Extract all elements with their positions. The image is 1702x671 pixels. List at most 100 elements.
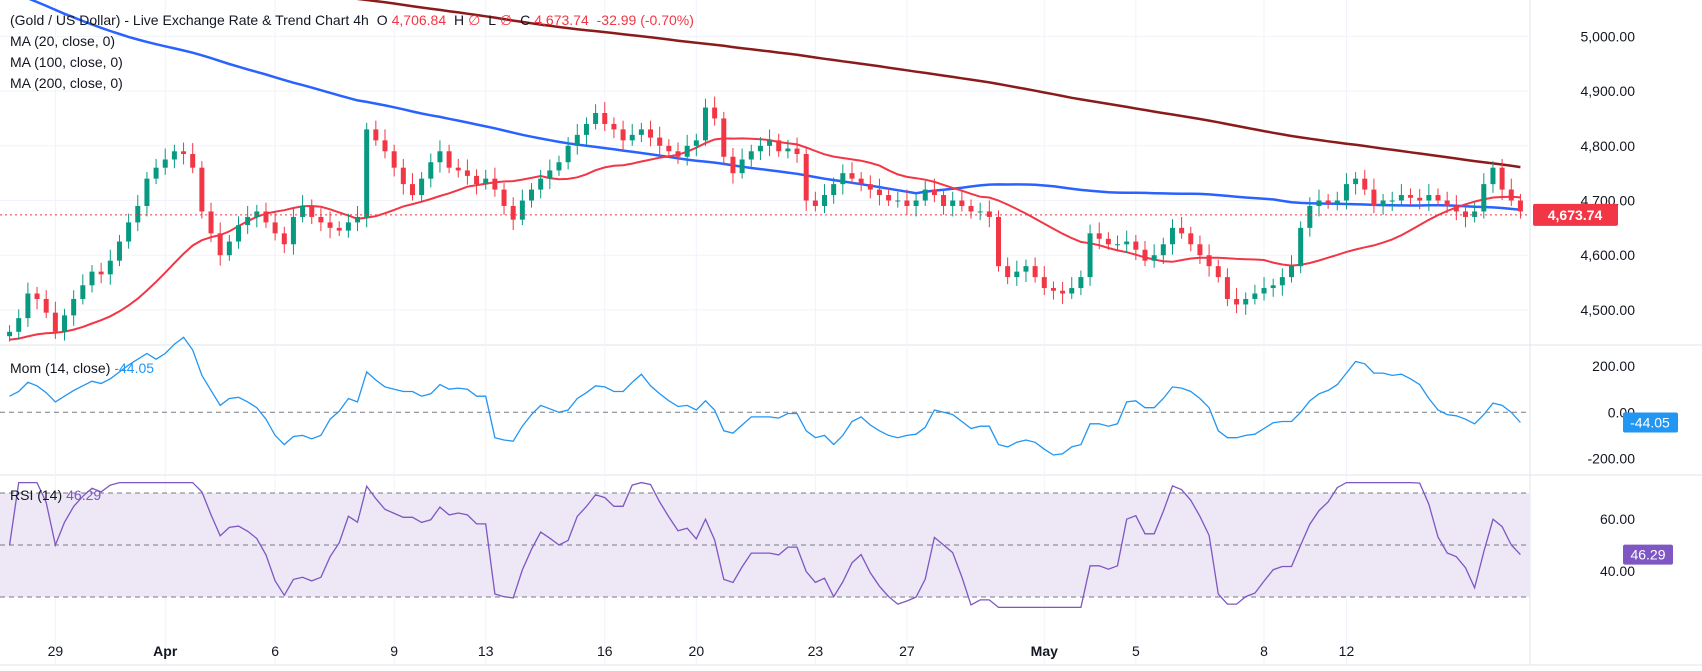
candle-body[interactable] (98, 271, 104, 275)
candle-body[interactable] (1160, 244, 1166, 256)
candle-body[interactable] (1408, 195, 1414, 198)
last-price-tag[interactable] (1533, 203, 1618, 226)
candle-body[interactable] (373, 129, 379, 141)
candle-body[interactable] (483, 178, 489, 185)
candle-body[interactable] (629, 134, 635, 141)
candle-body[interactable] (116, 241, 122, 261)
candle-body[interactable] (1005, 266, 1011, 278)
candle-body[interactable] (1472, 211, 1478, 217)
candle-body[interactable] (1105, 238, 1111, 245)
candle-body[interactable] (1041, 277, 1047, 289)
candle-body[interactable] (913, 200, 919, 206)
candle-body[interactable] (876, 189, 882, 196)
momentum-panel[interactable] (0, 336, 1530, 456)
candle-body[interactable] (1417, 197, 1423, 201)
candle-body[interactable] (867, 184, 873, 190)
candle-body[interactable] (1389, 200, 1395, 202)
candle-body[interactable] (1481, 184, 1487, 212)
candle-body[interactable] (199, 167, 205, 212)
candle-body[interactable] (922, 189, 928, 201)
candle-body[interactable] (831, 184, 837, 196)
candle-body[interactable] (1325, 200, 1331, 204)
candle-body[interactable] (226, 241, 232, 256)
candle-body[interactable] (886, 195, 892, 201)
candle-body[interactable] (602, 112, 608, 124)
rsi-value-tag[interactable] (1623, 544, 1673, 565)
price-panel[interactable] (0, 0, 1530, 342)
candle-body[interactable] (281, 233, 287, 245)
candle-body[interactable] (593, 112, 599, 124)
candle-body[interactable] (80, 285, 86, 299)
candle-body[interactable] (529, 189, 535, 201)
candle-body[interactable] (895, 200, 901, 202)
candle-body[interactable] (501, 189, 507, 206)
candle-body[interactable] (1462, 211, 1468, 217)
candle-body[interactable] (1343, 184, 1349, 201)
candle-body[interactable] (62, 315, 68, 332)
candle-body[interactable] (1179, 227, 1185, 234)
candle-body[interactable] (995, 216, 1001, 267)
candle-body[interactable] (1188, 233, 1194, 245)
candle-body[interactable] (1252, 293, 1258, 299)
ma200-line[interactable] (10, 0, 1521, 169)
candle-body[interactable] (794, 148, 800, 155)
candle-body[interactable] (1289, 266, 1295, 278)
candle-body[interactable] (1087, 233, 1093, 278)
candle-body[interactable] (1261, 288, 1267, 294)
candle-body[interactable] (1069, 288, 1075, 294)
candle-body[interactable] (574, 134, 580, 146)
mom-line[interactable] (9, 336, 1521, 456)
candle-body[interactable] (1234, 298, 1240, 305)
candle-body[interactable] (556, 162, 562, 171)
candle-body[interactable] (767, 140, 773, 146)
candle-body[interactable] (254, 211, 260, 217)
candle-body[interactable] (684, 145, 690, 157)
candle-body[interactable] (1380, 200, 1386, 206)
candle-body[interactable] (1050, 288, 1056, 291)
candle-body[interactable] (446, 151, 452, 168)
candle-body[interactable] (712, 107, 718, 119)
candle-body[interactable] (620, 129, 626, 141)
mom-legend[interactable]: Mom (14, close) -44.05 (10, 360, 158, 376)
candle-body[interactable] (1353, 178, 1359, 185)
candle-body[interactable] (1197, 244, 1203, 256)
candle-body[interactable] (16, 318, 22, 332)
candle-body[interactable] (510, 205, 516, 220)
candle-body[interactable] (327, 222, 333, 228)
candle-body[interactable] (89, 271, 95, 286)
candle-body[interactable] (409, 184, 415, 196)
candle-body[interactable] (1060, 290, 1066, 294)
candle-body[interactable] (437, 151, 443, 163)
price-axis[interactable]: 5,000.004,900.004,800.004,700.004,600.00… (1533, 28, 1678, 579)
candle-body[interactable] (1023, 266, 1029, 272)
candle-body[interactable] (1169, 227, 1175, 245)
candle-body[interactable] (1334, 200, 1340, 204)
candle-body[interactable] (1270, 285, 1276, 289)
candle-body[interactable] (7, 331, 13, 337)
candle-body[interactable] (428, 162, 434, 179)
ma100-legend[interactable]: MA (100, close, 0) (10, 54, 127, 70)
ma200-legend[interactable]: MA (200, close, 0) (10, 75, 127, 91)
candle-body[interactable] (464, 170, 470, 176)
candle-body[interactable] (1014, 271, 1020, 278)
candle-body[interactable] (904, 200, 910, 206)
candle-body[interactable] (318, 216, 324, 223)
candle-body[interactable] (1307, 205, 1313, 228)
candle-body[interactable] (538, 178, 544, 190)
candle-body[interactable] (1151, 255, 1157, 261)
candle-body[interactable] (474, 175, 480, 185)
candle-body[interactable] (840, 173, 846, 185)
candle-body[interactable] (1133, 241, 1139, 250)
candle-body[interactable] (1032, 266, 1038, 278)
candle-body[interactable] (547, 170, 553, 179)
candle-body[interactable] (162, 159, 168, 168)
candle-body[interactable] (666, 145, 672, 152)
candle-body[interactable] (583, 123, 589, 135)
candle-body[interactable] (171, 151, 177, 160)
candle-body[interactable] (336, 227, 342, 231)
candle-body[interactable] (208, 211, 214, 234)
candle-body[interactable] (455, 167, 461, 171)
candle-body[interactable] (1215, 266, 1221, 278)
candle-body[interactable] (300, 205, 306, 217)
candle-body[interactable] (702, 107, 708, 141)
